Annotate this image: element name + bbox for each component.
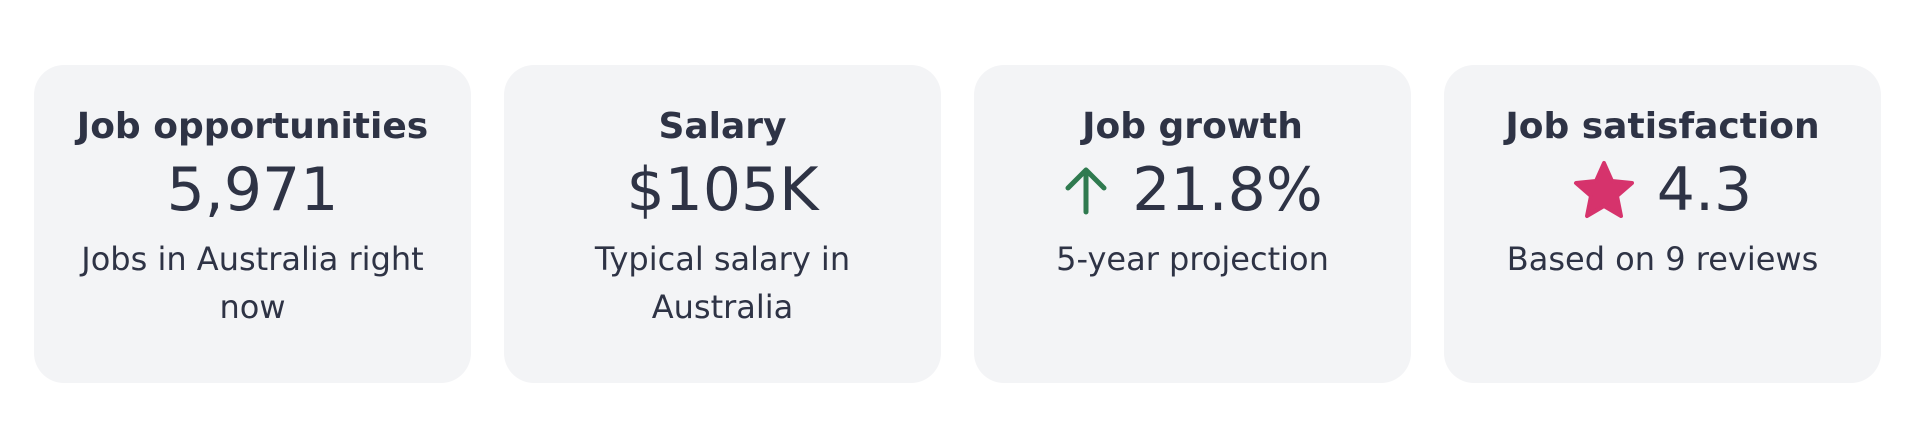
card-title: Job satisfaction	[1505, 106, 1820, 147]
stat-card: Job growth 21.8% 5-year projection	[974, 65, 1411, 383]
value-text: $105K	[626, 155, 819, 225]
card-description: Based on 9 reviews	[1506, 240, 1819, 278]
value-text: 5,971	[166, 155, 339, 225]
value-text: 4.3	[1656, 155, 1753, 225]
card-value: 5,971	[167, 153, 339, 227]
card-description: Jobs in Australia right now	[81, 240, 424, 326]
card-title: Job growth	[1082, 106, 1303, 147]
card-value: $105K	[626, 153, 818, 227]
stat-card: Job satisfaction 4.3 Based on 9 reviews	[1444, 65, 1881, 383]
star-icon	[1573, 161, 1634, 218]
card-description: Typical salary in Australia	[594, 240, 851, 326]
card-title: Salary	[658, 106, 787, 147]
card-title: Job opportunities	[76, 106, 429, 147]
card-value: 4.3	[1573, 153, 1752, 227]
card-description: 5-year projection	[1056, 240, 1329, 278]
up-arrow-icon	[1065, 167, 1107, 215]
stat-card: Job opportunities 5,971 Jobs in Australi…	[34, 65, 471, 383]
value-text: 21.8%	[1132, 155, 1323, 225]
stat-card: Salary $105K Typical salary in Australia	[504, 65, 941, 383]
card-value: 21.8%	[1062, 153, 1323, 227]
stat-cards: Job opportunities 5,971 Jobs in Australi…	[34, 65, 1881, 383]
